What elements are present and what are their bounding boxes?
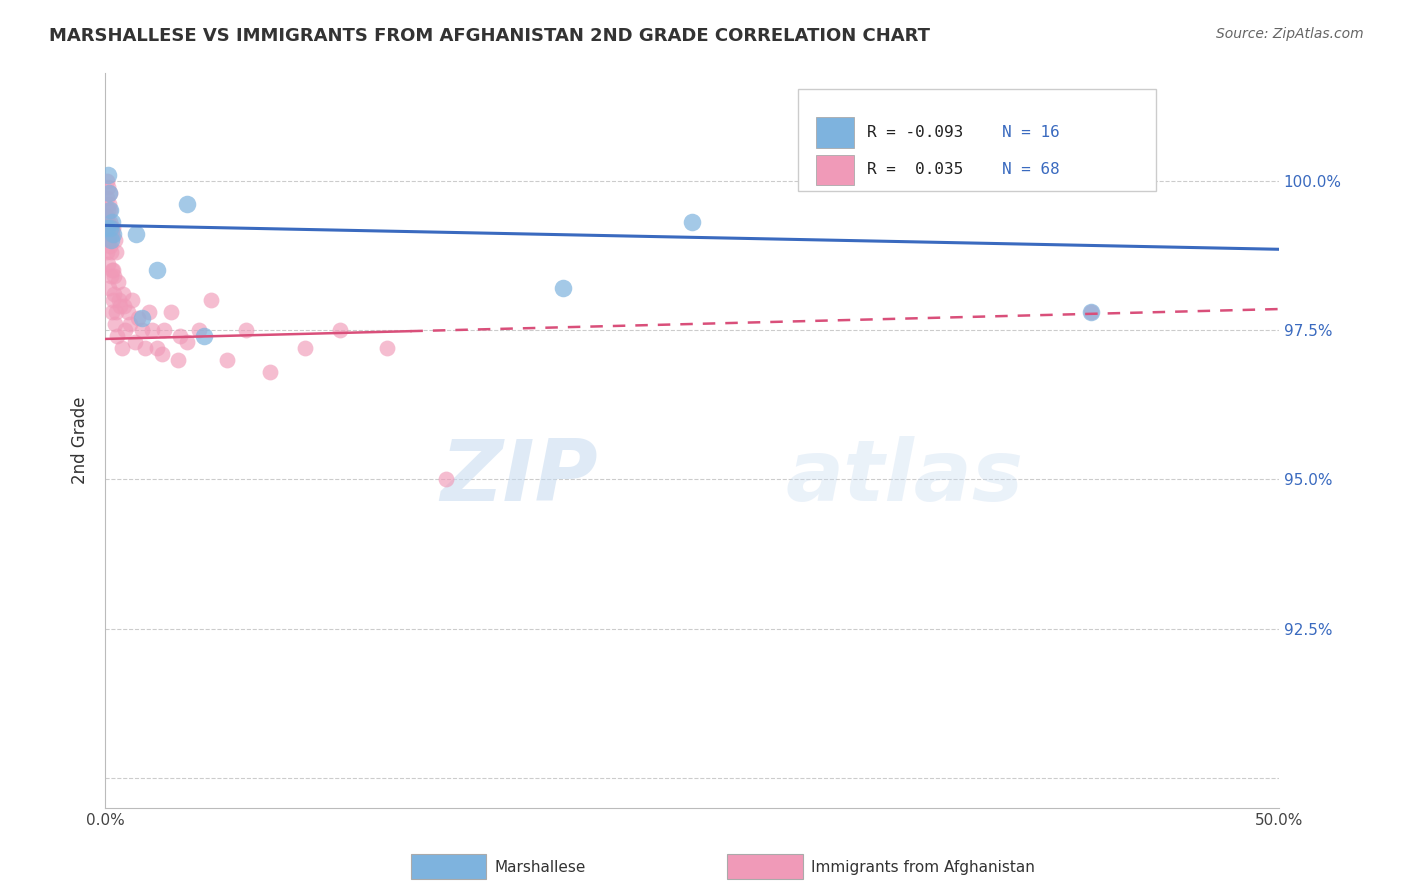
Point <box>112 299 135 313</box>
Text: Marshallese: Marshallese <box>495 860 586 874</box>
Point <box>169 329 191 343</box>
Point <box>96 227 118 242</box>
Point <box>1080 305 1102 319</box>
Point <box>103 227 125 242</box>
Point <box>96 210 118 224</box>
Point <box>105 305 128 319</box>
Point <box>98 233 121 247</box>
Point <box>98 186 121 200</box>
Text: ZIP: ZIP <box>440 436 598 519</box>
Point <box>1080 305 1102 319</box>
Point <box>96 192 118 206</box>
Point <box>188 323 211 337</box>
Point <box>97 203 120 218</box>
FancyBboxPatch shape <box>817 117 853 148</box>
Point <box>294 341 316 355</box>
Point <box>217 352 239 367</box>
Point <box>107 275 129 289</box>
Point <box>176 334 198 349</box>
Point <box>103 287 125 301</box>
Point <box>193 329 215 343</box>
Point <box>94 210 117 224</box>
Point <box>101 305 124 319</box>
Point <box>141 323 163 337</box>
Point <box>111 287 134 301</box>
Point <box>551 281 574 295</box>
Point <box>97 168 120 182</box>
Point <box>111 341 134 355</box>
Point <box>97 233 120 247</box>
Text: R = -0.093: R = -0.093 <box>868 125 963 140</box>
Text: Immigrants from Afghanistan: Immigrants from Afghanistan <box>811 860 1035 874</box>
Point <box>100 269 122 284</box>
Text: R =  0.035: R = 0.035 <box>868 162 963 178</box>
Text: N = 68: N = 68 <box>1002 162 1060 178</box>
Point <box>681 215 703 229</box>
Text: N = 16: N = 16 <box>1002 125 1060 140</box>
Point <box>103 263 125 277</box>
Point <box>127 311 149 326</box>
Point <box>114 323 136 337</box>
Point <box>375 341 398 355</box>
Point <box>97 179 120 194</box>
Point <box>176 197 198 211</box>
Point <box>98 203 121 218</box>
Point <box>100 221 122 235</box>
Point <box>138 305 160 319</box>
Point <box>235 323 257 337</box>
Point <box>329 323 352 337</box>
Point <box>105 245 128 260</box>
Point <box>96 245 118 260</box>
Point <box>124 334 146 349</box>
Point <box>100 233 122 247</box>
Point <box>108 293 131 307</box>
Point <box>134 341 156 355</box>
Point <box>117 305 139 319</box>
Point <box>104 233 127 247</box>
Point <box>98 197 121 211</box>
Point <box>101 221 124 235</box>
Point <box>100 215 122 229</box>
Point <box>101 215 124 229</box>
Point <box>98 186 121 200</box>
Text: atlas: atlas <box>786 436 1024 519</box>
Point <box>103 269 125 284</box>
Point <box>100 245 122 260</box>
Point <box>96 221 118 235</box>
Point <box>97 215 120 229</box>
Text: Source: ZipAtlas.com: Source: ZipAtlas.com <box>1216 27 1364 41</box>
Point <box>98 203 121 218</box>
FancyBboxPatch shape <box>797 89 1156 191</box>
Point <box>97 257 120 271</box>
Point <box>131 311 153 326</box>
Point <box>146 341 169 355</box>
Point <box>200 293 222 307</box>
Point <box>100 221 122 235</box>
FancyBboxPatch shape <box>817 154 853 186</box>
Point <box>101 227 124 242</box>
Point <box>259 365 281 379</box>
Point <box>103 293 125 307</box>
Point <box>121 293 143 307</box>
Text: MARSHALLESE VS IMMIGRANTS FROM AFGHANISTAN 2ND GRADE CORRELATION CHART: MARSHALLESE VS IMMIGRANTS FROM AFGHANIST… <box>49 27 931 45</box>
Point <box>107 329 129 343</box>
Point <box>160 305 183 319</box>
Point <box>153 323 176 337</box>
Point <box>434 472 457 486</box>
Point <box>96 173 118 187</box>
Point <box>104 317 127 331</box>
Point <box>101 263 124 277</box>
Point <box>131 323 153 337</box>
Y-axis label: 2nd Grade: 2nd Grade <box>72 397 89 484</box>
Point <box>125 227 148 242</box>
Point <box>98 281 121 295</box>
Point <box>118 317 141 331</box>
Point <box>98 239 121 253</box>
Point <box>97 221 120 235</box>
Point <box>150 347 173 361</box>
Point <box>167 352 190 367</box>
Point <box>110 299 132 313</box>
Point <box>146 263 169 277</box>
